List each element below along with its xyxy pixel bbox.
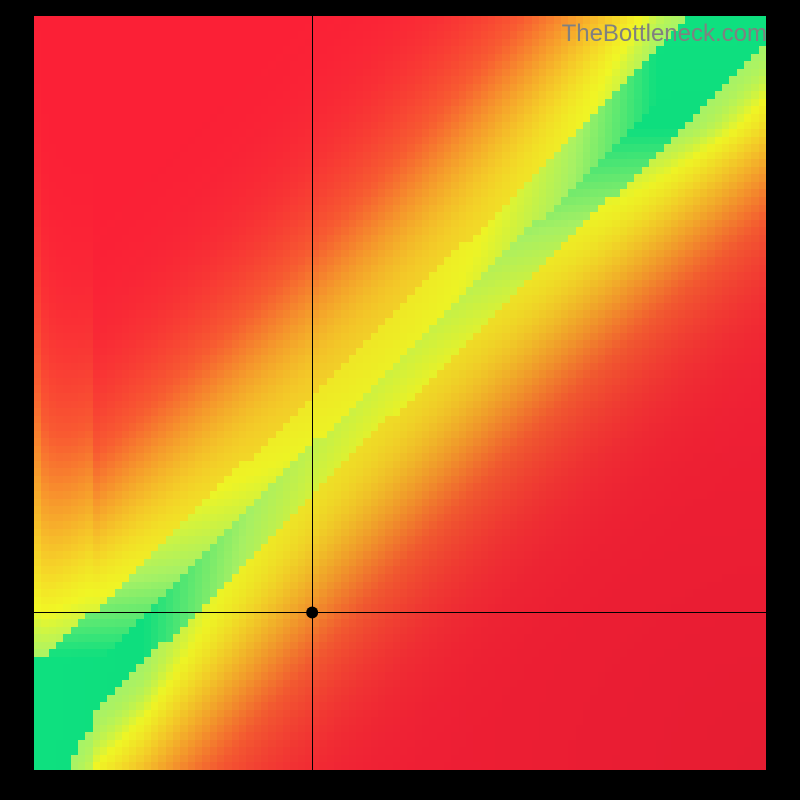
watermark-label: TheBottleneck.com: [562, 20, 767, 48]
bottleneck-heatmap: [0, 0, 800, 800]
chart-container: TheBottleneck.com: [0, 0, 800, 800]
